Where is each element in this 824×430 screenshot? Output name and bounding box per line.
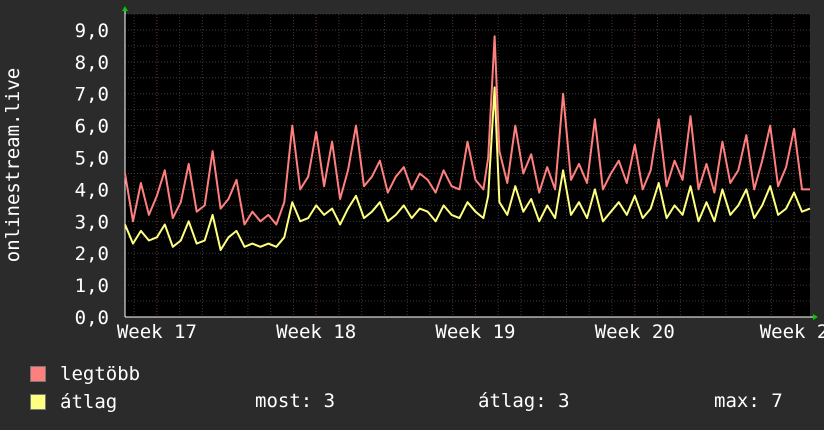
x-tick-label: Week 18	[276, 321, 356, 343]
y-tick-label: 8,0	[75, 52, 109, 74]
x-tick-label: Week 20	[595, 321, 675, 343]
y-tick-labels: 0,0 1,0 2,0 3,0 4,0 5,0 6,0 7,0 8,0 9,0	[75, 20, 109, 329]
y-tick-label: 6,0	[75, 116, 109, 138]
y-axis-label: onlinestream.live	[2, 68, 24, 262]
series-group	[124, 35, 811, 251]
x-tick-label: Week 17	[117, 321, 197, 343]
x-axis-arrow	[813, 314, 818, 320]
x-tick-labels: Week 17 Week 18 Week 19 Week 20 Week 2	[117, 321, 824, 343]
y-tick-label: 5,0	[75, 148, 109, 170]
x-tick-label: Week 19	[435, 321, 515, 343]
stat-now: most: 3	[255, 390, 336, 412]
stat-average: átlag: 3	[478, 390, 570, 412]
y-tick-label: 3,0	[75, 211, 109, 233]
legend-item-avg: átlag	[30, 390, 117, 414]
series-line-avg	[124, 86, 811, 251]
y-tick-label: 9,0	[75, 20, 109, 42]
legend-label-avg: átlag	[60, 391, 118, 413]
y-tick-label: 4,0	[75, 179, 109, 201]
legend-swatch-avg	[30, 394, 46, 410]
legend: legtöbb átlag most: 3 átlag: 3 max: 7	[0, 360, 824, 430]
x-tick-label: Week 2	[760, 321, 824, 343]
legend-swatch-max	[30, 366, 46, 382]
y-tick-label: 0,0	[75, 307, 109, 329]
axis-arrows	[122, 6, 818, 320]
legend-item-max: legtöbb	[30, 362, 140, 386]
y-tick-label: 2,0	[75, 243, 109, 265]
stat-max: max: 7	[714, 390, 783, 412]
y-axis-arrow	[122, 6, 128, 11]
legend-label-max: legtöbb	[60, 363, 141, 385]
y-tick-label: 7,0	[75, 84, 109, 106]
y-tick-label: 1,0	[75, 275, 109, 297]
series-line-max	[124, 35, 810, 226]
